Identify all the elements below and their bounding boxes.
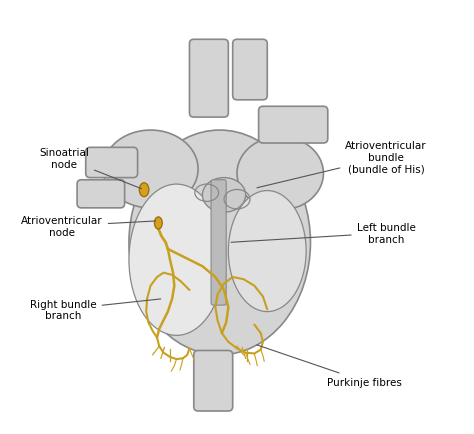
Ellipse shape xyxy=(202,178,246,213)
Text: Left bundle
branch: Left bundle branch xyxy=(231,223,416,244)
Ellipse shape xyxy=(139,183,149,197)
FancyBboxPatch shape xyxy=(233,40,267,101)
Text: Purkinje fibres: Purkinje fibres xyxy=(257,345,402,387)
Ellipse shape xyxy=(237,137,323,210)
Text: Sinoatrial
node: Sinoatrial node xyxy=(39,148,141,189)
Ellipse shape xyxy=(228,191,306,312)
Ellipse shape xyxy=(155,217,162,230)
Ellipse shape xyxy=(129,131,310,355)
FancyBboxPatch shape xyxy=(86,148,137,178)
Text: Atrioventricular
node: Atrioventricular node xyxy=(21,216,155,237)
Ellipse shape xyxy=(129,184,224,335)
Text: Right bundle
branch: Right bundle branch xyxy=(30,299,161,320)
FancyBboxPatch shape xyxy=(190,40,228,118)
FancyBboxPatch shape xyxy=(259,107,328,144)
FancyBboxPatch shape xyxy=(194,351,233,411)
FancyBboxPatch shape xyxy=(77,181,125,208)
Ellipse shape xyxy=(103,131,198,208)
Text: Atrioventricular
bundle
(bundle of His): Atrioventricular bundle (bundle of His) xyxy=(257,141,427,188)
FancyBboxPatch shape xyxy=(211,181,226,306)
